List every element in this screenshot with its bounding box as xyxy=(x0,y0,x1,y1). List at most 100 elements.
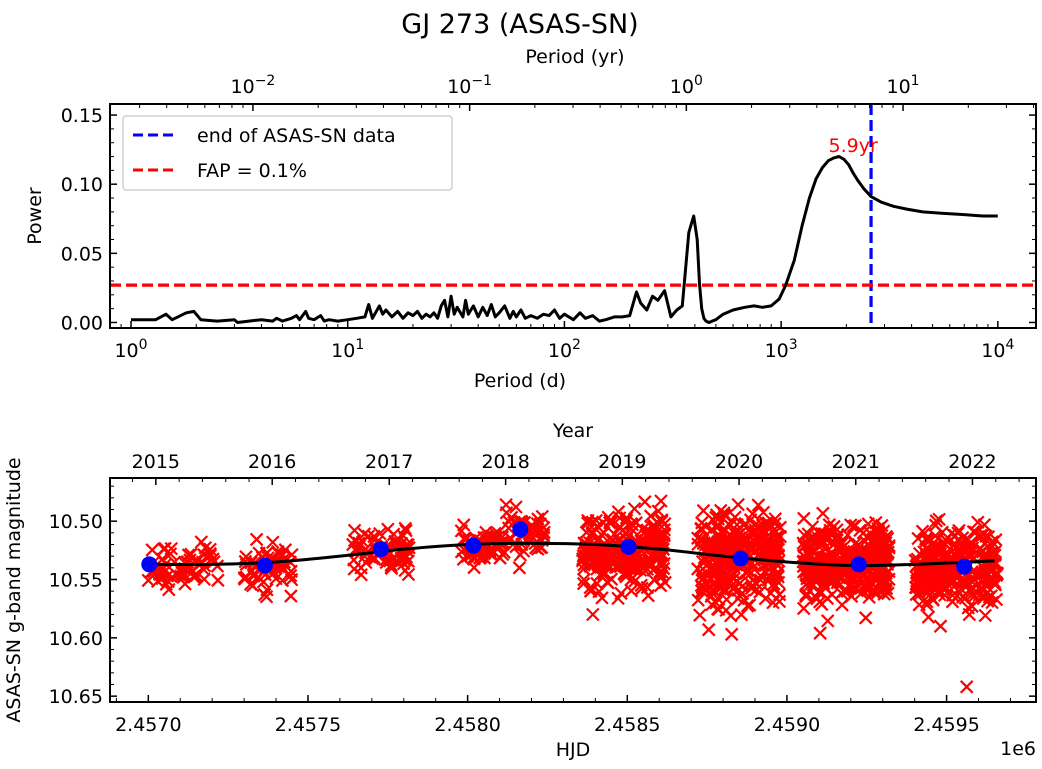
observation-marker xyxy=(860,530,874,545)
observation-marker xyxy=(767,577,781,591)
observation-marker xyxy=(984,546,999,560)
observation-marker xyxy=(152,567,167,581)
observation-marker xyxy=(577,558,591,572)
observation-marker xyxy=(920,598,934,612)
observation-marker xyxy=(367,529,381,544)
figure-title: GJ 273 (ASAS-SN) xyxy=(401,9,638,40)
observation-marker xyxy=(748,575,763,590)
observation-marker xyxy=(719,603,733,618)
y-tick-label: 0.15 xyxy=(61,105,103,127)
observation-marker xyxy=(612,511,627,525)
observation-marker xyxy=(176,570,191,584)
observation-marker xyxy=(712,540,727,555)
observation-marker xyxy=(512,561,527,575)
observation-marker xyxy=(935,525,950,540)
top-x-tick-label-base: 10 xyxy=(231,76,255,98)
observation-marker xyxy=(285,547,299,562)
light-curve-x-offset: 1e6 xyxy=(1000,738,1036,760)
observation-marker xyxy=(908,580,923,595)
observation-marker xyxy=(982,590,997,604)
observation-marker xyxy=(493,551,507,565)
observation-marker xyxy=(145,543,160,557)
x-tick-label-exponent: 0 xyxy=(139,337,148,353)
observation-marker xyxy=(269,571,283,586)
legend-label-fap: FAP = 0.1% xyxy=(197,160,307,182)
y-tick-label: 10.50 xyxy=(49,511,103,533)
observation-marker xyxy=(753,568,768,583)
observation-marker xyxy=(935,562,949,577)
x-tick-label: 101 xyxy=(331,337,364,362)
observation-marker-outlier xyxy=(724,627,739,642)
fit-curve xyxy=(145,541,995,568)
observation-marker xyxy=(869,571,884,586)
observation-marker xyxy=(837,573,852,587)
observation-marker xyxy=(846,519,861,534)
observation-marker xyxy=(596,516,611,530)
observation-marker xyxy=(825,547,840,561)
x-tick-label-exponent: 1 xyxy=(355,337,364,353)
observation-marker xyxy=(284,589,298,603)
observation-marker xyxy=(764,586,778,601)
observation-marker xyxy=(964,535,978,550)
observation-marker xyxy=(602,516,617,530)
observation-marker xyxy=(796,536,811,550)
observation-marker xyxy=(771,575,786,590)
observation-marker xyxy=(619,569,633,584)
observation-marker xyxy=(877,574,891,588)
binned-mean-point xyxy=(256,557,273,574)
observation-marker xyxy=(751,498,766,512)
observation-marker xyxy=(835,598,849,612)
observation-marker xyxy=(194,535,209,549)
observation-marker xyxy=(656,535,670,550)
observation-marker xyxy=(246,578,260,593)
observation-marker xyxy=(634,534,648,548)
observation-marker-outlier xyxy=(701,622,716,637)
observation-marker xyxy=(717,584,731,598)
periodogram-secondary-xlabel: Period (yr) xyxy=(525,46,624,68)
x-tick-label: 100 xyxy=(114,337,147,362)
observation-marker xyxy=(691,562,705,576)
observation-marker xyxy=(813,568,827,582)
binned-mean-point xyxy=(512,521,529,538)
observation-marker xyxy=(502,514,516,529)
observation-marker xyxy=(924,570,938,585)
observation-marker xyxy=(691,593,705,607)
observation-marker xyxy=(796,601,811,616)
x-tick-label-base: 10 xyxy=(331,340,355,362)
y-tick-label: 0.05 xyxy=(61,243,103,265)
binned-mean-point xyxy=(465,537,482,554)
x-tick-label-exponent: 2 xyxy=(572,337,581,353)
observation-marker xyxy=(184,547,198,562)
observation-marker xyxy=(696,571,711,586)
observation-marker xyxy=(275,561,289,575)
observation-marker xyxy=(638,534,652,549)
periodogram-plot-area: 5.9yr xyxy=(110,104,1036,328)
observation-marker xyxy=(159,577,174,591)
observation-marker-outlier xyxy=(933,619,948,633)
observation-marker xyxy=(922,582,936,597)
y-tick-label: 10.65 xyxy=(49,686,103,708)
observation-marker xyxy=(747,558,762,573)
observation-marker xyxy=(710,509,725,523)
observation-marker xyxy=(816,506,830,521)
observation-marker xyxy=(696,503,711,518)
observation-marker xyxy=(939,580,953,595)
observation-marker xyxy=(730,517,744,532)
observation-marker xyxy=(581,513,595,528)
observation-marker xyxy=(654,494,668,508)
observation-marker xyxy=(929,514,944,528)
periodogram-ylabel: Power xyxy=(24,187,46,245)
observation-marker xyxy=(827,519,841,534)
observation-marker xyxy=(878,551,893,566)
observation-marker xyxy=(965,587,980,601)
observation-marker xyxy=(951,543,965,558)
observation-marker xyxy=(711,512,726,526)
observation-marker xyxy=(799,587,814,601)
y-tick-label: 0.00 xyxy=(61,312,103,334)
observation-marker xyxy=(746,527,761,542)
binned-mean-point xyxy=(850,556,867,573)
observation-marker xyxy=(646,563,661,577)
observation-marker xyxy=(237,572,252,586)
observation-marker xyxy=(163,547,178,561)
observation-marker xyxy=(816,550,831,564)
